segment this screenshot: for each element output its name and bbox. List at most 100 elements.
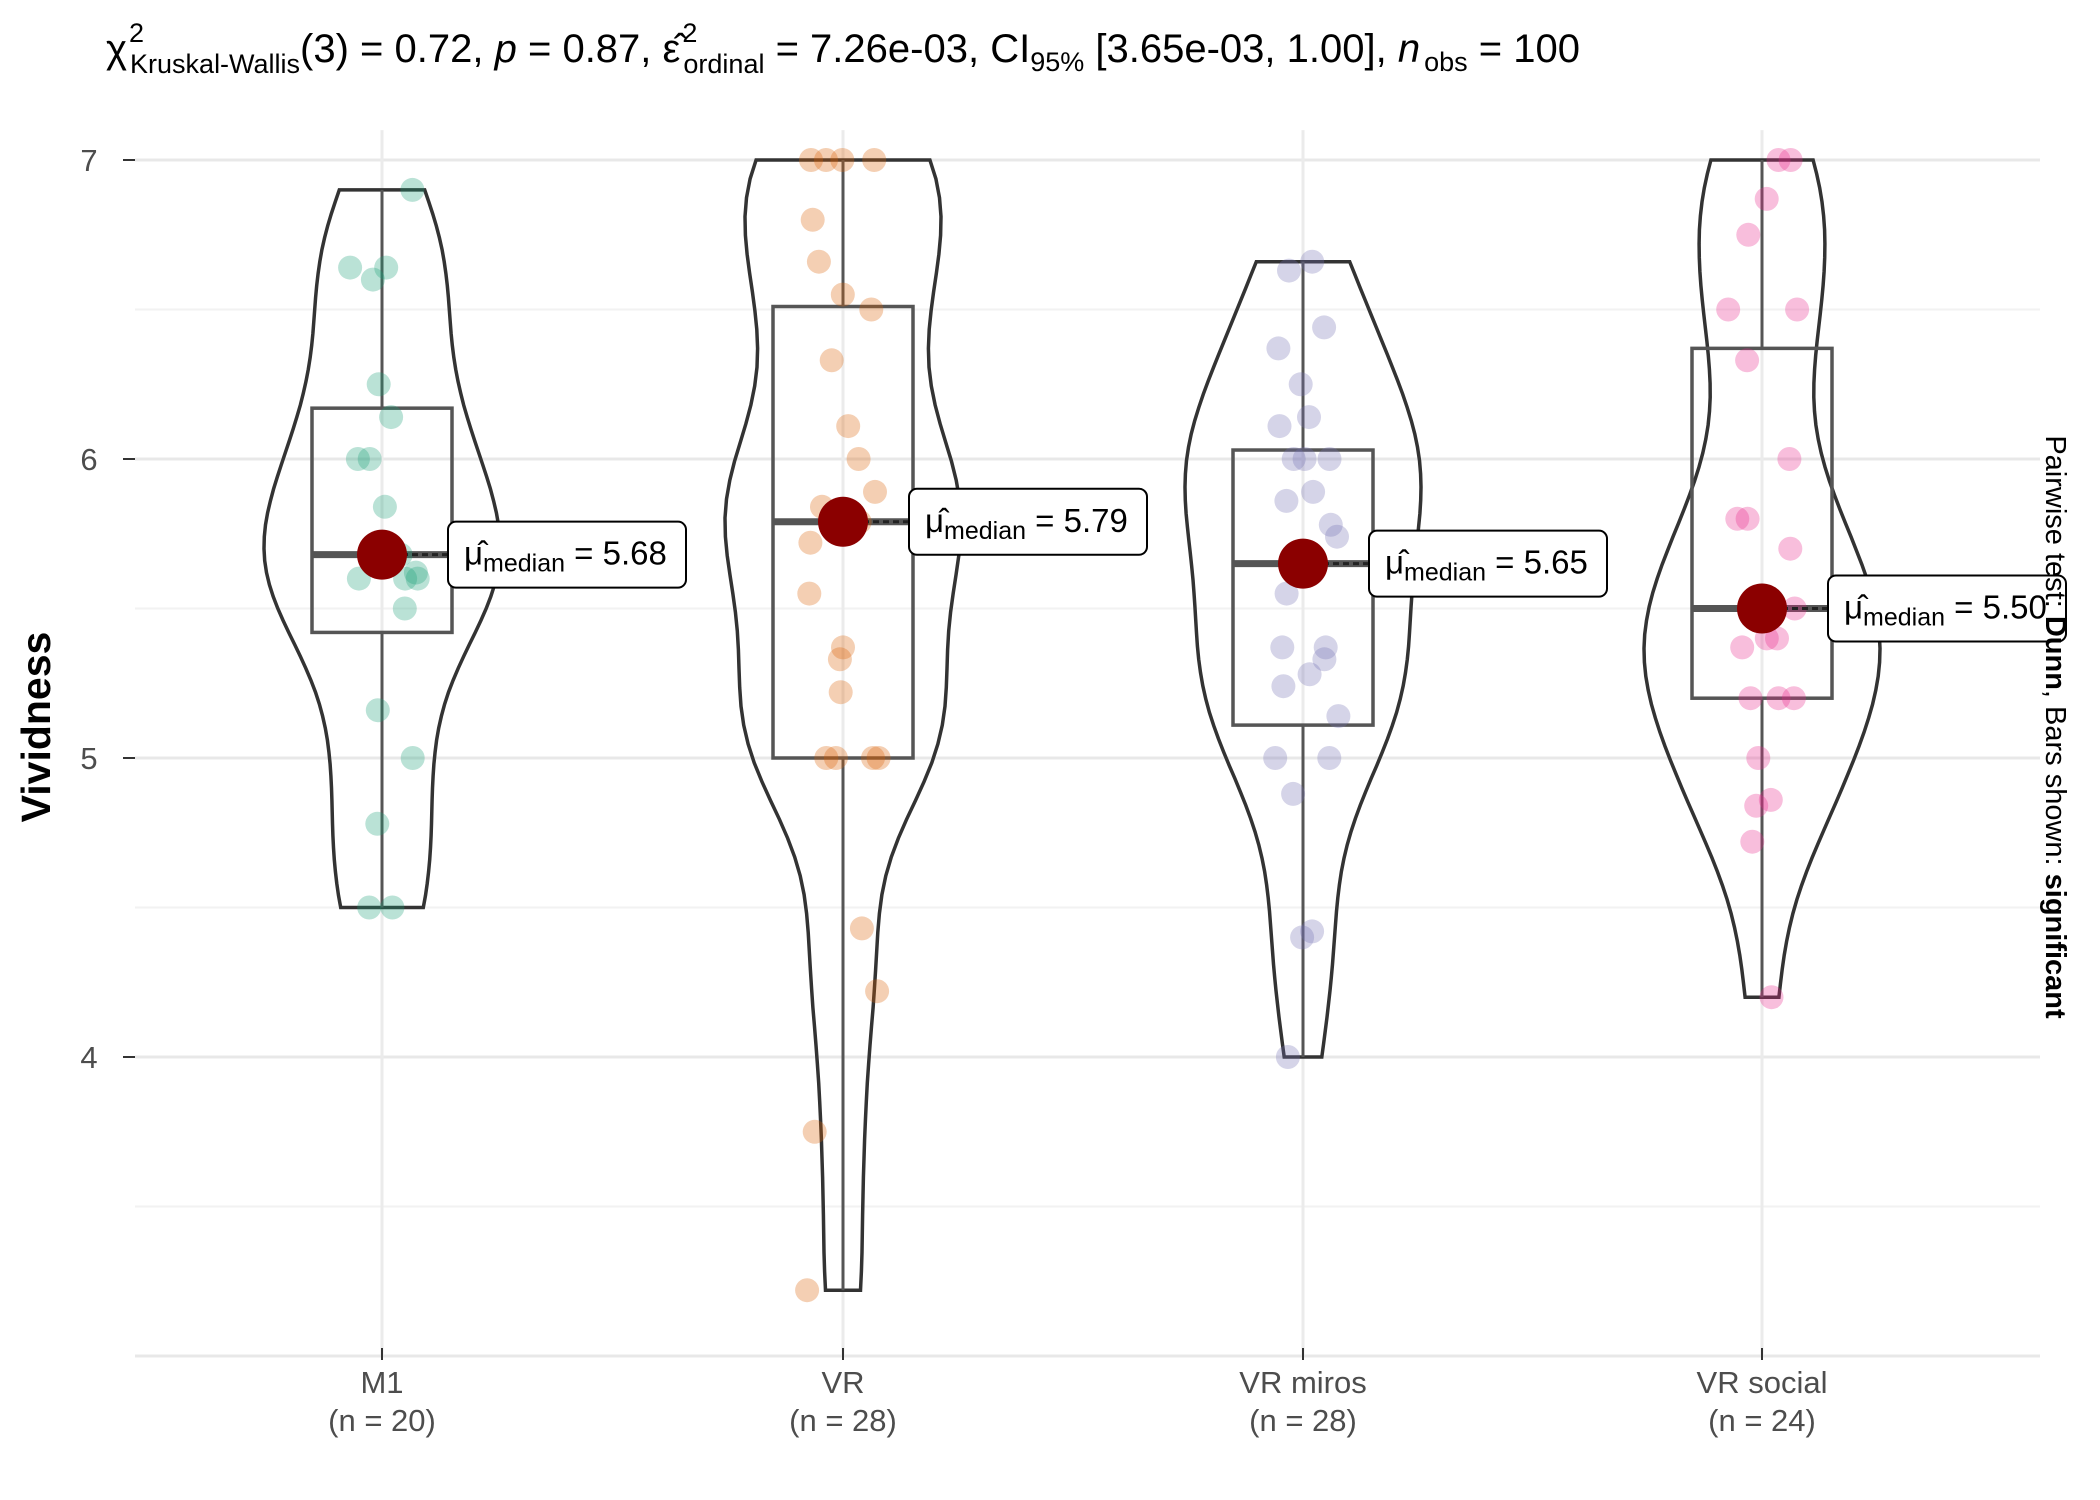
- data-point: [1766, 686, 1791, 711]
- x-tick-label: VR: [821, 1365, 864, 1400]
- data-point: [1271, 674, 1296, 699]
- subtitle-effect-value: = 7.26e-03, CI: [764, 27, 1030, 71]
- subtitle-ci-sub: 95%: [1030, 47, 1084, 77]
- x-tick-count-label: (n = 28): [1249, 1403, 1357, 1438]
- data-point: [1300, 919, 1325, 944]
- data-point: [831, 635, 855, 660]
- data-point: [1290, 925, 1315, 950]
- box-0: [310, 406, 454, 635]
- subtitle-p-value: = 0.87,: [517, 27, 663, 71]
- data-point: [1758, 787, 1783, 812]
- data-point: [405, 566, 430, 591]
- median-label: μ̂median = 5.68: [464, 535, 667, 578]
- data-point: [859, 297, 884, 322]
- y-tick-label: 4: [80, 1040, 97, 1075]
- data-point: [1274, 488, 1299, 513]
- data-point: [1263, 746, 1288, 770]
- data-point: [1281, 447, 1306, 471]
- data-point: [1777, 447, 1802, 471]
- caption-prefix: Pairwise test:: [2039, 435, 2071, 616]
- data-point: [403, 560, 428, 585]
- data-point: [1754, 186, 1779, 211]
- data-point: [1778, 148, 1803, 172]
- median-label-box: [908, 487, 1148, 556]
- data-point: [1736, 222, 1761, 247]
- x-tick-label: VR miros: [1239, 1365, 1366, 1400]
- median-point: [1737, 583, 1787, 634]
- data-point: [802, 1119, 827, 1144]
- data-point: [372, 494, 397, 519]
- data-point: [799, 148, 823, 172]
- data-point: [863, 479, 887, 504]
- data-point: [1781, 686, 1806, 711]
- data-point: [357, 447, 382, 471]
- data-point: [800, 207, 825, 232]
- subtitle-n-symbol: n: [1398, 27, 1420, 71]
- data-point: [360, 267, 385, 292]
- data-point: [1301, 479, 1326, 504]
- caption-shown: significant: [2039, 874, 2071, 1019]
- data-point: [866, 746, 891, 770]
- median-label-box: [1368, 529, 1608, 598]
- median-label-sub: median: [944, 517, 1026, 545]
- x-tick-count-label: (n = 28): [789, 1403, 897, 1438]
- subtitle-p-symbol: p: [494, 27, 517, 71]
- data-point: [365, 811, 390, 836]
- data-point: [338, 255, 363, 280]
- data-point: [1766, 148, 1791, 172]
- data-point: [1297, 662, 1322, 687]
- data-point: [1270, 635, 1295, 660]
- data-point: [1297, 405, 1321, 430]
- data-point: [1730, 635, 1755, 660]
- data-point: [1292, 447, 1317, 471]
- median-point: [1278, 538, 1328, 589]
- data-point: [830, 282, 855, 307]
- subtitle-df: (3) = 0.72,: [300, 27, 495, 71]
- grid: [135, 130, 2040, 1358]
- x-tick-label: M1: [360, 1365, 403, 1400]
- subtitle-n-sub: obs: [1424, 47, 1468, 77]
- y-tick-label: 6: [80, 442, 97, 477]
- violin-1: [723, 158, 963, 1292]
- data-point: [830, 148, 855, 172]
- data-point: [814, 148, 838, 172]
- data-point: [1277, 258, 1301, 283]
- data-point: [1312, 315, 1337, 340]
- median-point: [818, 496, 868, 547]
- subtitle-effect-sub: ordinal: [683, 49, 764, 79]
- subtitle-ci-value: [3.65e-03, 1.00],: [1084, 27, 1398, 71]
- data-point: [357, 895, 382, 920]
- data-point: [823, 746, 848, 770]
- data-point: [865, 979, 890, 1004]
- data-point: [814, 746, 839, 770]
- box-3: [1690, 346, 1834, 700]
- data-point: [1318, 512, 1343, 537]
- median-label-value: = 5.68: [565, 535, 667, 572]
- data-point: [1325, 524, 1349, 549]
- data-point: [1281, 781, 1306, 806]
- data-point: [1317, 746, 1342, 770]
- subtitle-effect-sup: 2: [682, 18, 697, 48]
- data-points: [338, 148, 1810, 1303]
- data-point: [795, 1278, 820, 1303]
- data-point: [797, 581, 822, 606]
- data-point: [849, 916, 874, 941]
- median-label-sub: median: [483, 550, 565, 578]
- data-point: [846, 447, 871, 471]
- data-point: [380, 895, 405, 920]
- data-point: [806, 249, 831, 274]
- data-point: [1735, 506, 1760, 531]
- data-point: [1765, 626, 1789, 651]
- y-axis-label: Vividness: [13, 632, 59, 823]
- median-label-value: = 5.65: [1486, 544, 1588, 581]
- data-point: [1725, 506, 1750, 531]
- median-label: μ̂median = 5.50: [1844, 589, 2047, 632]
- data-point: [1778, 536, 1803, 561]
- data-point: [1274, 581, 1299, 606]
- data-point: [1288, 372, 1313, 397]
- subtitle-stat-sub: Kruskal-Wallis: [130, 49, 300, 79]
- y-tick-label: 5: [80, 741, 97, 776]
- data-point: [1313, 635, 1338, 660]
- median-point: [357, 529, 407, 580]
- boxplots: [310, 160, 1834, 1291]
